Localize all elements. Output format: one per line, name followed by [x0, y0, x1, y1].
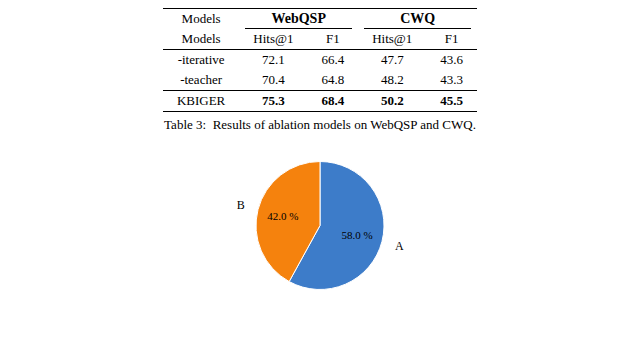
- html-text:CWQ: CWQ: [400, 11, 436, 26]
- html-text:47.7: 47.7: [380, 52, 404, 67]
- html-text:Hits@1: Hits@1: [372, 31, 413, 46]
- html-text:64.8: 64.8: [321, 72, 345, 87]
- html-text:75.3: 75.3: [262, 93, 285, 108]
- html-text:43.6: 43.6: [440, 52, 464, 67]
- html-text:66.4: 66.4: [321, 52, 345, 67]
- html-text:50.2: 50.2: [380, 93, 404, 108]
- html-text:-teacher: -teacher: [180, 72, 222, 87]
- html-text:Table 3: Results of ablation m: Table 3: Results of ablation models on W…: [164, 117, 476, 132]
- html-text:WebQSP: WebQSP: [271, 11, 326, 26]
- html-text:70.4: 70.4: [262, 72, 285, 87]
- html-text:Models: Models: [181, 31, 221, 46]
- html-text:Models: Models: [181, 11, 221, 26]
- html-text:F1: F1: [444, 31, 459, 46]
- svg-text:42.0 %: 42.0 %: [267, 210, 298, 222]
- html-text:Hits@1: Hits@1: [253, 31, 294, 46]
- html-text:F1: F1: [325, 31, 340, 46]
- html-text:43.3: 43.3: [440, 72, 464, 87]
- svg-text:A: A: [395, 239, 404, 253]
- html-text:48.2: 48.2: [380, 72, 404, 87]
- html-text:-iterative: -iterative: [177, 52, 225, 67]
- html-text:KBIGER: KBIGER: [176, 93, 226, 108]
- svg-text:B: B: [237, 198, 245, 212]
- svg-text:58.0 %: 58.0 %: [342, 229, 373, 241]
- html-text:68.4: 68.4: [321, 93, 345, 108]
- html-text:45.5: 45.5: [440, 93, 464, 108]
- html-text:72.1: 72.1: [262, 52, 285, 67]
